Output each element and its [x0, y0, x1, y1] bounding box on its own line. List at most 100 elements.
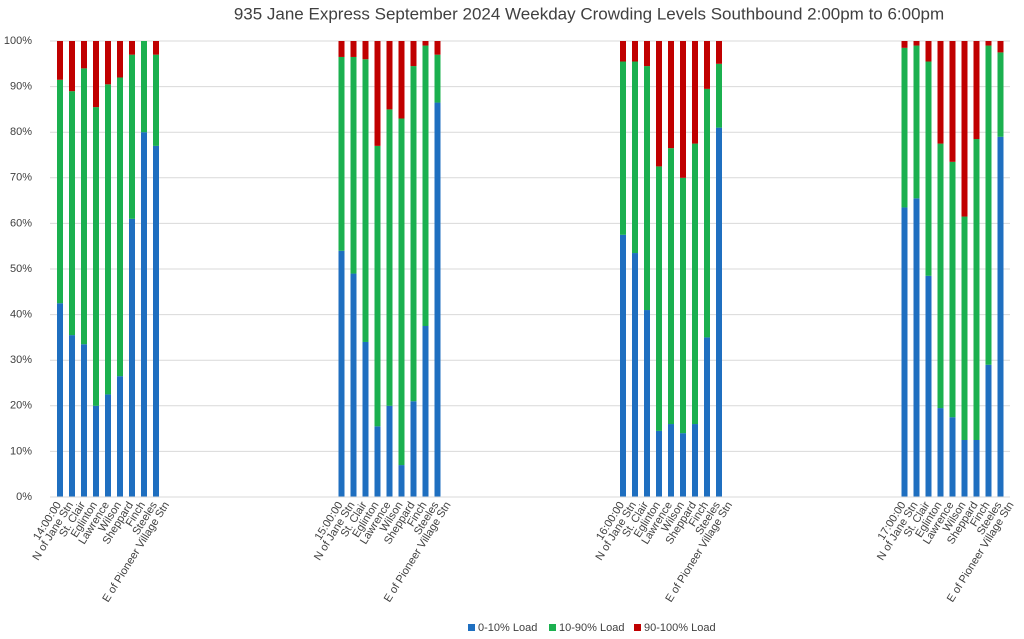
bar-segment: [362, 41, 369, 60]
bar-segment: [973, 139, 980, 441]
bar-segment: [81, 68, 87, 345]
bar-segment: [129, 54, 135, 219]
bar-segment: [129, 218, 135, 497]
bar-segment: [961, 216, 968, 440]
bar-segment: [57, 303, 63, 497]
bar-segment: [632, 41, 638, 62]
bar-segment: [680, 177, 686, 434]
bar-segment: [716, 41, 722, 64]
bar-segment: [656, 166, 662, 431]
bar-segment: [620, 234, 626, 498]
bar-segment: [422, 326, 429, 497]
y-tick-label: 70%: [10, 172, 32, 184]
bar-segment: [985, 41, 992, 46]
chart-title: 935 Jane Express September 2024 Weekday …: [234, 4, 944, 23]
bar-segment: [338, 250, 345, 497]
bar-segment: [937, 408, 944, 497]
bar-segment: [410, 401, 417, 497]
y-tick-label: 0%: [16, 491, 32, 503]
bar-segment: [632, 61, 638, 254]
bar-segment: [81, 344, 87, 497]
legend-label: 10-90% Load: [559, 622, 624, 634]
bar-segment: [398, 41, 405, 119]
bar-segment: [704, 337, 710, 497]
bar-segment: [350, 41, 357, 57]
bar-segment: [668, 424, 674, 497]
bar-segment: [434, 41, 441, 55]
bar-segment: [386, 41, 393, 110]
bar-segment: [338, 41, 345, 57]
bar-segment: [129, 41, 135, 55]
bar-segment: [901, 41, 908, 48]
bar-segment: [350, 56, 357, 274]
bar-segment: [680, 433, 686, 497]
bar-segment: [153, 41, 159, 55]
legend-swatch: [634, 624, 641, 631]
bar-segment: [913, 41, 920, 46]
bar-segment: [644, 310, 650, 497]
legend-label: 90-100% Load: [644, 622, 716, 634]
bar-segment: [117, 376, 123, 497]
bar-segment: [434, 54, 441, 103]
bar-segment: [57, 41, 63, 80]
bar-segment: [704, 88, 710, 338]
bar-segment: [716, 63, 722, 128]
y-tick-label: 60%: [10, 217, 32, 229]
legend-label: 0-10% Load: [478, 622, 537, 634]
bar-segment: [704, 41, 710, 89]
bar-segment: [398, 465, 405, 497]
y-tick-label: 100%: [4, 35, 32, 47]
bar-segment: [620, 41, 626, 62]
bar-segment: [961, 41, 968, 217]
bar-segment: [434, 102, 441, 497]
bar-segment: [692, 424, 698, 497]
bar-segment: [997, 41, 1004, 53]
bar-segment: [997, 136, 1004, 497]
bar-segment: [925, 61, 932, 276]
bar-segment: [410, 41, 417, 67]
bar-segment: [620, 61, 626, 235]
bar-segment: [937, 41, 944, 144]
bar-segment: [374, 145, 381, 427]
bar-segment: [153, 54, 159, 146]
bar-segment: [398, 118, 405, 466]
bar-segment: [422, 45, 429, 327]
y-tick-label: 50%: [10, 263, 32, 275]
bar-segment: [961, 440, 968, 497]
bar-segment: [93, 405, 99, 497]
bar-segment: [374, 41, 381, 146]
bar-segment: [374, 426, 381, 497]
bar-segment: [716, 127, 722, 497]
y-tick-label: 90%: [10, 81, 32, 93]
y-tick-label: 20%: [10, 400, 32, 412]
bar-segment: [69, 91, 75, 336]
y-tick-label: 40%: [10, 309, 32, 321]
y-tick-label: 80%: [10, 126, 32, 138]
bar-segment: [913, 198, 920, 497]
bar-segment: [644, 41, 650, 67]
bar-segment: [105, 41, 111, 85]
bar-segment: [937, 143, 944, 409]
bar-segment: [901, 207, 908, 497]
bar-segment: [925, 275, 932, 497]
bar-segment: [350, 273, 357, 497]
bar-segment: [57, 79, 63, 304]
bar-segment: [985, 45, 992, 365]
bar-segment: [692, 143, 698, 425]
bar-segment: [69, 335, 75, 497]
bar-segment: [949, 417, 956, 497]
bar-segment: [141, 132, 147, 497]
bar-segment: [117, 77, 123, 377]
bar-segment: [105, 84, 111, 395]
bar-segment: [338, 56, 345, 251]
bar-segment: [93, 107, 99, 406]
bar-segment: [141, 41, 147, 133]
bar-segment: [153, 145, 159, 497]
y-tick-label: 30%: [10, 354, 32, 366]
bar-segment: [81, 41, 87, 69]
bar-segment: [913, 45, 920, 199]
legend-swatch: [549, 624, 556, 631]
legend-swatch: [468, 624, 475, 631]
bar-segment: [69, 41, 75, 92]
